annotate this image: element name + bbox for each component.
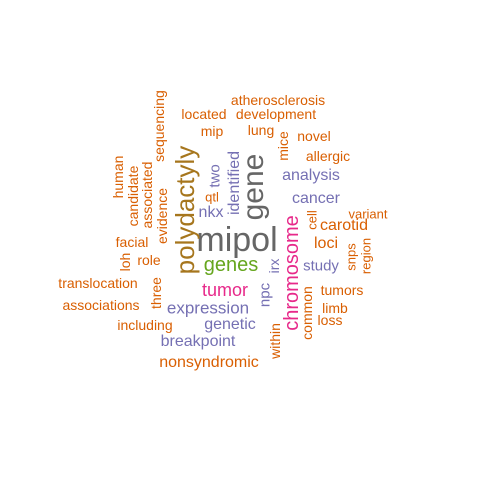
word-candidate: candidate [125,165,141,227]
word-evidence: evidence [154,187,170,245]
word-analysis: analysis [282,167,340,184]
word-limb: limb [322,300,348,316]
word-npc: npc [256,282,274,308]
word-associations: associations [62,297,140,313]
word-gene: gene [237,153,270,221]
word-allergic: allergic [305,148,351,164]
word-genes: genes [203,254,259,276]
word-located: located [181,106,227,122]
word-lung: lung [247,122,275,138]
word-atherosclerosis: atherosclerosis [230,92,326,108]
word-study: study [303,257,339,275]
word-mipol: mipol [196,221,278,259]
word-novel: novel [297,128,331,144]
word-tumor: tumor [201,280,249,300]
word-loh: loh [117,252,133,272]
word-qtl: qtl [205,189,219,205]
word-mice: mice [275,131,291,161]
word-facial: facial [115,234,149,250]
word-nkx: nkx [198,204,224,221]
word-snps: snps [343,243,359,271]
word-carotid: carotid [319,217,369,234]
word-breakpoint: breakpoint [160,333,236,350]
word-loci: loci [313,235,339,252]
word-irx: irx [266,258,282,274]
word-identified: identified [226,150,243,216]
word-expression: expression [166,298,250,318]
word-three: three [148,277,164,309]
word-variant: variant [348,206,388,222]
word-human: human [110,155,126,199]
word-within: within [267,323,283,359]
word-two: two [206,164,224,188]
word-development: development [235,106,317,122]
word-role: role [137,252,161,268]
word-loss: loss [317,312,343,328]
word-region: region [358,237,374,275]
word-mip: mip [200,123,224,139]
word-sequencing: sequencing [151,90,167,162]
word-cell: cell [304,210,320,230]
word-associated: associated [139,161,155,229]
word-including: including [117,317,173,333]
word-genetic: genetic [204,316,256,333]
word-cancer: cancer [291,190,341,207]
word-nonsyndromic: nonsyndromic [159,354,259,371]
word-tumors: tumors [320,282,364,298]
word-common: common [299,286,315,340]
word-polydactyly: polydactyly [170,145,200,275]
word-translocation: translocation [58,275,138,291]
